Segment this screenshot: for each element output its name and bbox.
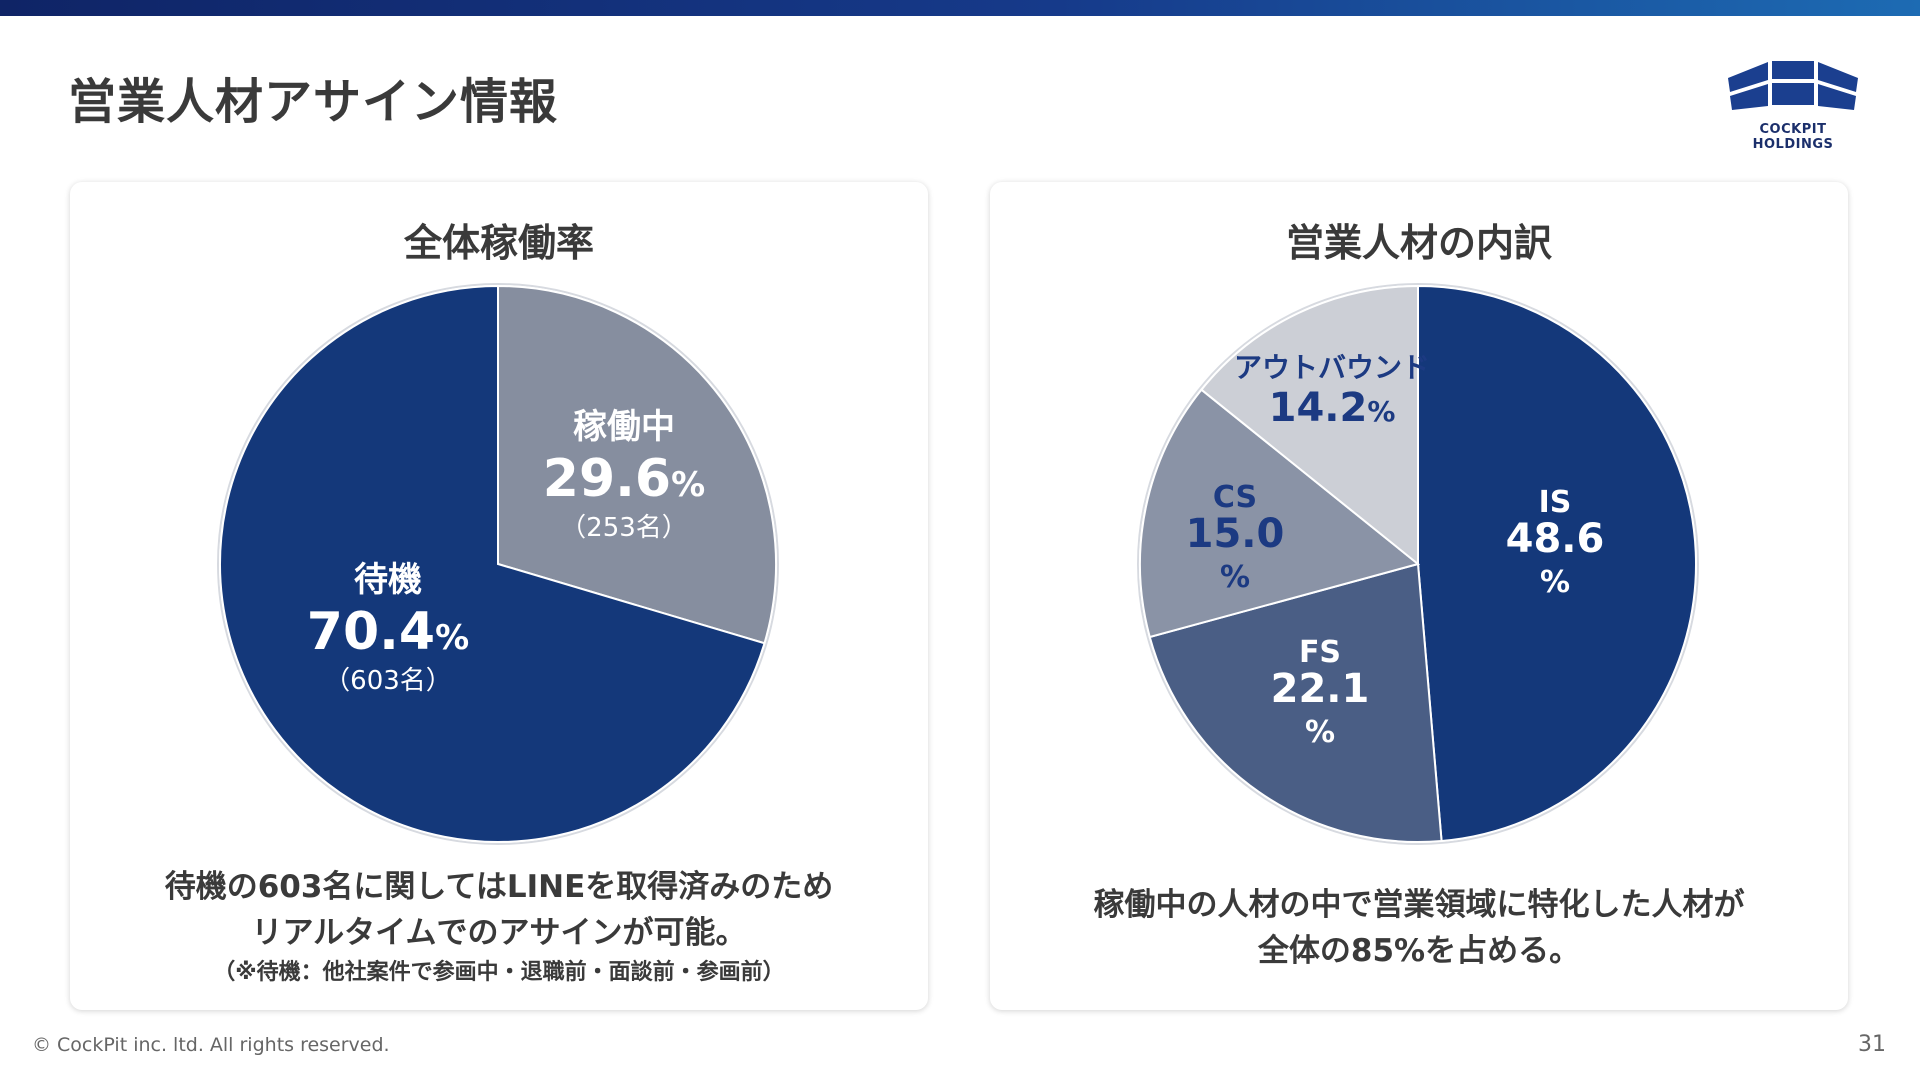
breakdown-slice-0	[1417, 284, 1697, 843]
utilization-description-line1: 待機の603名に関してはLINEを取得済みのため	[164, 869, 834, 905]
page-number: 31	[1858, 1032, 1886, 1057]
breakdown-title: 営業人材の内訳	[1285, 221, 1552, 265]
breakdown-slice-unit-0: %	[1540, 565, 1570, 600]
breakdown-description: 稼働中の人材の中で営業領域に特化した人材が 全体の85%を占める。	[990, 882, 1848, 974]
breakdown-slice-value-0: 48.6	[1506, 516, 1605, 562]
logo-text: COCKPIT HOLDINGS	[1752, 122, 1834, 152]
copyright-footer: © CockPit inc. ltd. All rights reserved.	[32, 1034, 390, 1056]
utilization-slice-1	[219, 284, 766, 843]
breakdown-slice-name-1: FS	[1299, 635, 1341, 670]
breakdown-slice-value-1: 22.1	[1271, 666, 1370, 712]
breakdown-slice-unit-2: %	[1220, 560, 1250, 595]
utilization-slice-name-0: 稼働中	[573, 407, 675, 447]
utilization-outline	[217, 283, 779, 845]
utilization-slice-value-1: 70.4%	[307, 602, 469, 662]
utilization-description: 待機の603名に関してはLINEを取得済みのため リアルタイムでのアサインが可能…	[70, 864, 928, 956]
utilization-slice-count-0: （253名）	[560, 513, 688, 543]
top-accent-bar	[0, 0, 1920, 16]
cockpit-logo-icon	[1728, 61, 1858, 110]
breakdown-description-line2: 全体の85%を占める。	[1257, 933, 1581, 969]
utilization-title: 全体稼働率	[403, 221, 594, 265]
breakdown-slice-name-2: CS	[1213, 480, 1257, 515]
utilization-slice-0	[497, 284, 777, 645]
utilization-panel: 全体稼働率 稼働中 29.6% （253名） 待機 70.4% （603名） 待機の603…	[70, 182, 928, 1010]
breakdown-slice-value-2: 15.0	[1186, 511, 1285, 557]
breakdown-slice-unit-1: %	[1305, 715, 1335, 750]
breakdown-description-line1: 稼働中の人材の中で営業領域に特化した人材が	[1093, 887, 1745, 923]
breakdown-slice-1	[1148, 562, 1443, 843]
utilization-description-line2: リアルタイムでのアサインが可能。	[251, 915, 747, 951]
breakdown-slice-name-3: アウトバウンド	[1234, 351, 1430, 384]
utilization-slice-count-1: （603名）	[324, 666, 452, 696]
breakdown-slice-name-0: IS	[1539, 485, 1572, 520]
breakdown-slice-value-3: 14.2%	[1269, 385, 1396, 431]
breakdown-outline	[1137, 283, 1699, 845]
utilization-note: （※待機：他社案件で参画中・退職前・面談前・参画前）	[213, 960, 785, 985]
breakdown-panel: 営業人材の内訳 IS 48.6% FS 22.1% CS 15.0% アウトバウンド 14.2…	[990, 182, 1848, 1010]
breakdown-slice-3	[1200, 284, 1419, 567]
breakdown-slice-2	[1139, 388, 1421, 639]
utilization-slice-name-1: 待機	[354, 560, 422, 600]
utilization-slice-value-0: 29.6%	[543, 449, 705, 509]
page-title: 営業人材アサイン情報	[68, 74, 559, 130]
